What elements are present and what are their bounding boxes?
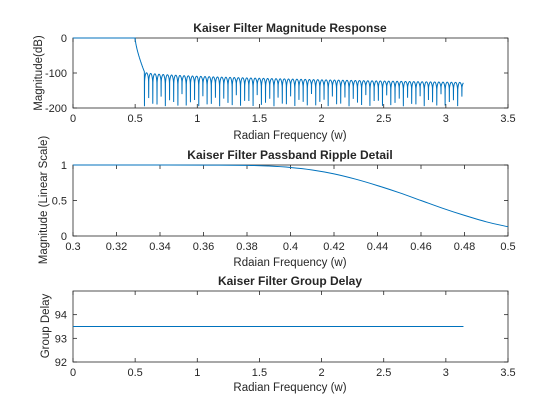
x-tick-label: 0.34 <box>149 241 170 253</box>
chart-magnitude-response: Kaiser Filter Magnitude Response 0 0.5 1 1.… <box>33 21 516 142</box>
x-tick-label: 0.32 <box>106 241 127 253</box>
x-tick-label: 0.46 <box>410 241 431 253</box>
y-tick-label: 1 <box>61 160 67 172</box>
y-tick-label: 94 <box>55 310 67 322</box>
series-passband <box>73 164 509 228</box>
x-tick-label: 0.36 <box>193 241 214 253</box>
x-tick-label: 0 <box>70 367 76 379</box>
chart-title: Kaiser Filter Group Delay <box>218 274 362 288</box>
x-axis-ticks: 0.3 0.32 0.34 0.36 0.38 0.4 0.42 0.44 0.46 0.48 0.… <box>65 165 516 253</box>
x-tick-label: 0.38 <box>236 241 257 253</box>
x-tick-label: 3.5 <box>500 113 515 125</box>
x-tick-label: 0.3 <box>65 241 80 253</box>
y-axis-ticks: 00.51 <box>52 160 508 243</box>
x-tick-label: 0 <box>70 113 76 125</box>
y-tick-label: 0 <box>61 33 67 45</box>
x-tick-label: 1 <box>194 367 200 379</box>
x-axis-label: Rdaian Frequency (w) <box>233 257 346 269</box>
y-axis-ticks: 92 93 94 <box>55 310 508 369</box>
x-tick-label: 0.44 <box>367 241 388 253</box>
chart-title: Kaiser Filter Magnitude Response <box>193 21 387 35</box>
x-axis-ticks: 0 0.5 1 1.5 2 2.5 3 3.5 <box>70 291 516 379</box>
x-tick-label: 0.42 <box>323 241 344 253</box>
x-tick-label: 1 <box>194 113 200 125</box>
x-tick-label: 0.5 <box>500 241 515 253</box>
chart-group-delay: Kaiser Filter Group Delay 0 0.5 1 1.5 2 2.5 3 3… <box>40 274 516 394</box>
y-tick-label: 93 <box>55 333 67 345</box>
x-tick-label: 0.5 <box>127 113 142 125</box>
x-tick-label: 3 <box>443 367 449 379</box>
chart-passband-detail: Kaiser Filter Passband Ripple Detail 0.3… <box>38 136 516 269</box>
series-magnitude <box>73 37 464 107</box>
series-line <box>73 164 509 228</box>
x-tick-label: 2 <box>319 113 325 125</box>
y-tick-label: -200 <box>45 103 67 115</box>
x-tick-label: 1.5 <box>252 113 267 125</box>
y-tick-label: 92 <box>55 357 67 369</box>
y-axis-label: Group Delay <box>40 293 52 358</box>
x-tick-label: 2 <box>319 367 325 379</box>
y-axis-ticks: -200 -100 0 <box>45 33 508 115</box>
x-axis-label: Radian Frequency (w) <box>233 382 346 394</box>
x-tick-label: 1.5 <box>252 367 267 379</box>
x-axis-label: Radian Frequency (w) <box>233 130 346 142</box>
x-tick-label: 3.5 <box>500 367 515 379</box>
y-tick-label: 0 <box>61 231 67 243</box>
chart-title: Kaiser Filter Passband Ripple Detail <box>187 148 392 162</box>
x-tick-label: 0.48 <box>454 241 475 253</box>
x-tick-label: 0.5 <box>127 367 142 379</box>
x-tick-label: 2.5 <box>376 367 391 379</box>
x-tick-label: 3 <box>443 113 449 125</box>
y-tick-label: -100 <box>45 68 67 80</box>
x-tick-label: 2.5 <box>376 113 391 125</box>
y-axis-label: Magnitude(dB) <box>33 35 45 111</box>
plot-area <box>72 37 509 109</box>
y-axis-label: Magnitude (Linear Scale) <box>38 136 50 265</box>
series-line <box>73 37 464 107</box>
plot-area <box>72 164 509 237</box>
x-tick-label: 0.4 <box>283 241 298 253</box>
y-tick-label: 0.5 <box>52 196 67 208</box>
